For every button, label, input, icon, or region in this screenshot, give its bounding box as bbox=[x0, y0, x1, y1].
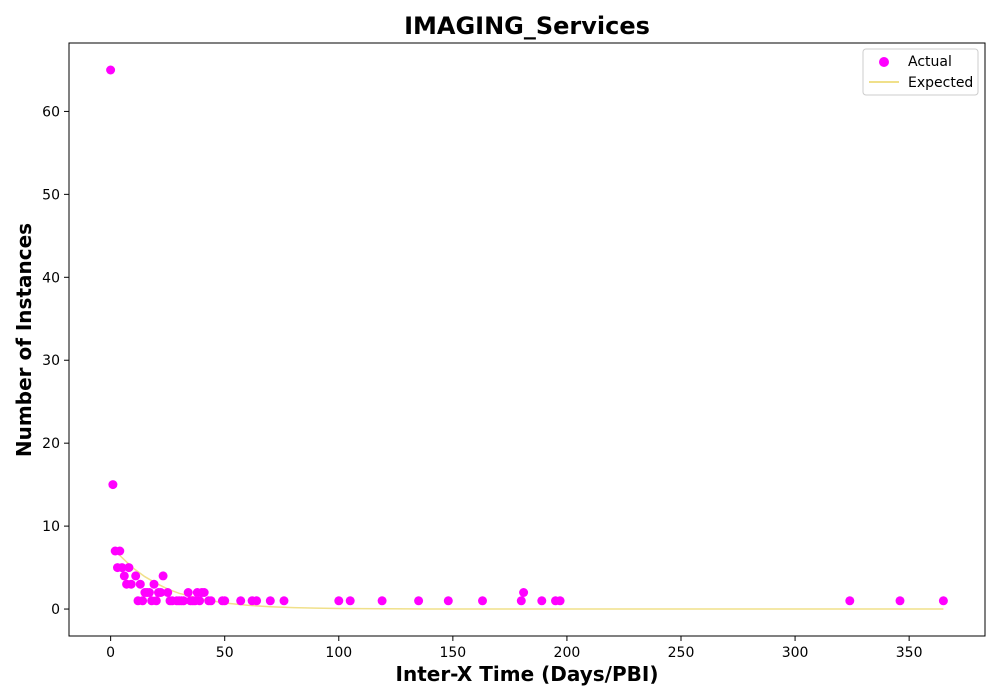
actual-point bbox=[516, 596, 526, 606]
actual-point bbox=[519, 588, 529, 597]
legend-actual-marker bbox=[879, 57, 889, 67]
actual-point bbox=[151, 596, 161, 606]
actual-point bbox=[179, 596, 189, 606]
y-tick-label: 0 bbox=[51, 602, 60, 618]
actual-point bbox=[163, 588, 173, 597]
actual-point bbox=[537, 596, 547, 606]
actual-series bbox=[106, 65, 948, 606]
actual-point bbox=[555, 596, 565, 606]
x-tick-label: 200 bbox=[554, 645, 581, 661]
plot-frame bbox=[68, 42, 986, 637]
x-tick-label: 150 bbox=[439, 645, 466, 661]
y-axis-label: Number of Instances bbox=[12, 223, 36, 457]
legend-expected-label: Expected bbox=[908, 75, 973, 91]
chart-title: IMAGING_Services bbox=[404, 12, 650, 40]
actual-point bbox=[265, 596, 275, 606]
legend: Actual Expected bbox=[862, 48, 979, 96]
x-tick-label: 250 bbox=[668, 645, 695, 661]
actual-point bbox=[345, 596, 355, 606]
actual-point bbox=[938, 596, 948, 606]
actual-point bbox=[845, 596, 855, 606]
actual-point bbox=[124, 563, 134, 573]
actual-point bbox=[183, 588, 193, 597]
y-tick-label: 30 bbox=[42, 353, 60, 369]
actual-point bbox=[377, 596, 387, 606]
x-tick-label: 0 bbox=[106, 645, 115, 661]
actual-point bbox=[236, 596, 246, 606]
actual-point bbox=[106, 65, 116, 75]
expected-line bbox=[112, 547, 944, 610]
x-tick-label: 300 bbox=[782, 645, 809, 661]
x-tick-label: 100 bbox=[325, 645, 352, 661]
y-axis-ticks: 0 10 20 30 40 50 60 bbox=[42, 104, 69, 618]
y-tick-label: 10 bbox=[42, 519, 60, 535]
actual-point bbox=[334, 596, 344, 606]
actual-point bbox=[279, 596, 289, 606]
actual-point bbox=[144, 588, 154, 597]
y-tick-label: 50 bbox=[42, 187, 60, 203]
actual-point bbox=[158, 571, 168, 581]
actual-point bbox=[252, 596, 262, 606]
expected-series bbox=[112, 547, 944, 610]
y-tick-label: 60 bbox=[42, 104, 60, 120]
x-axis-label: Inter-X Time (Days/PBI) bbox=[396, 662, 659, 686]
actual-point bbox=[126, 579, 136, 589]
x-tick-label: 350 bbox=[896, 645, 923, 661]
actual-point bbox=[206, 596, 216, 606]
actual-point bbox=[115, 546, 125, 556]
actual-point bbox=[119, 571, 129, 581]
actual-point bbox=[108, 480, 118, 490]
actual-point bbox=[220, 596, 230, 606]
actual-point bbox=[895, 596, 905, 606]
actual-point bbox=[135, 579, 145, 589]
actual-point bbox=[138, 596, 148, 606]
legend-box bbox=[862, 48, 979, 96]
actual-point bbox=[131, 571, 141, 581]
actual-point bbox=[117, 563, 127, 573]
actual-point bbox=[156, 588, 166, 597]
actual-point bbox=[199, 588, 209, 597]
actual-point bbox=[443, 596, 453, 606]
actual-point bbox=[149, 579, 159, 589]
legend-actual-label: Actual bbox=[908, 54, 952, 70]
y-tick-label: 20 bbox=[42, 436, 60, 452]
actual-point bbox=[478, 596, 487, 606]
x-tick-label: 50 bbox=[216, 645, 234, 661]
y-tick-label: 40 bbox=[42, 270, 60, 286]
actual-point bbox=[414, 596, 424, 606]
actual-point bbox=[195, 596, 205, 606]
x-axis-ticks: 0 50 100 150 200 250 300 350 bbox=[106, 636, 923, 661]
